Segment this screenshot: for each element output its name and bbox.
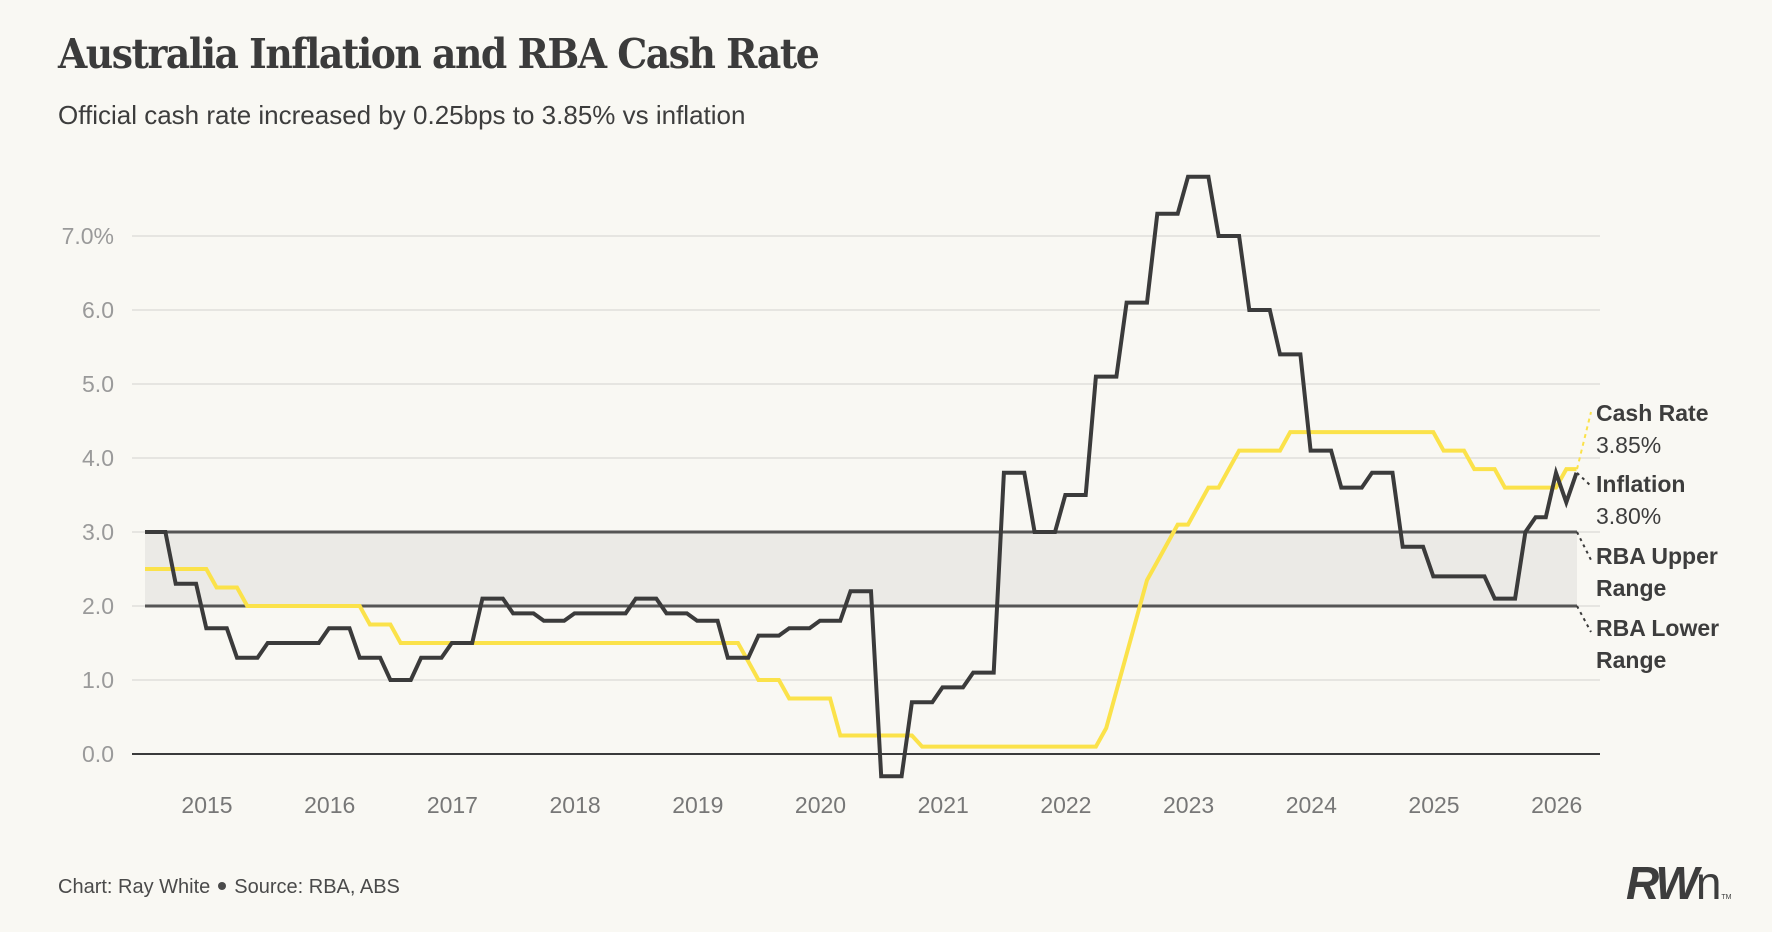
chart-credit: Chart: Ray White: [58, 876, 211, 898]
x-tick-label: 2017: [427, 792, 478, 818]
y-tick-label: 3.0: [82, 519, 114, 545]
inflation-leader: [1576, 472, 1592, 487]
x-tick-label: 2026: [1531, 792, 1582, 818]
footer-source: Chart: Ray White Source: RBA, ABS: [58, 876, 400, 899]
y-tick-label: 0.0: [82, 741, 114, 767]
x-tick-label: 2019: [672, 792, 723, 818]
cash-rate-line: [145, 430, 1577, 749]
label-cash-rate: Cash Rate 3.85%: [1596, 397, 1708, 461]
label-rba-lower: RBA Lower Range: [1596, 612, 1719, 676]
logo-n: n: [1695, 857, 1722, 909]
y-tick-label: 7.0%: [62, 223, 114, 249]
label-rba-upper-line1: RBA Upper: [1596, 543, 1718, 569]
label-inflation: Inflation 3.80%: [1596, 468, 1685, 532]
label-inflation-value: 3.80%: [1596, 503, 1662, 529]
label-rba-upper: RBA Upper Range: [1596, 540, 1718, 604]
logo-rw: RW: [1626, 857, 1699, 909]
cash-rate-leader: [1576, 411, 1592, 470]
bullet-separator: [218, 882, 227, 891]
label-rba-lower-line1: RBA Lower: [1596, 615, 1720, 641]
chart-subtitle: Official cash rate increased by 0.25bps …: [58, 100, 746, 130]
x-tick-label: 2016: [304, 792, 355, 818]
label-cash-rate-name: Cash Rate: [1596, 400, 1709, 426]
x-tick-label: 2020: [795, 792, 846, 818]
data-source: Source: RBA, ABS: [234, 876, 400, 898]
x-tick-label: 2023: [1163, 792, 1214, 818]
x-tick-label: 2015: [181, 792, 232, 818]
rba-lower-leader: [1576, 605, 1592, 633]
y-tick-label: 4.0: [82, 445, 114, 471]
x-tick-label: 2024: [1286, 792, 1337, 818]
y-tick-label: 1.0: [82, 667, 114, 693]
ray-white-logo: RWnTM: [1626, 856, 1732, 910]
x-tick-label: 2022: [1040, 792, 1091, 818]
label-rba-lower-line2: Range: [1596, 647, 1667, 673]
x-tick-label: 2025: [1408, 792, 1459, 818]
y-tick-label: 5.0: [82, 371, 114, 397]
label-inflation-name: Inflation: [1596, 471, 1686, 497]
x-tick-label: 2021: [918, 792, 969, 818]
rba-band-fill: [145, 532, 1577, 606]
x-tick-label: 2018: [550, 792, 601, 818]
series-lines: [145, 174, 1579, 779]
logo-trademark: TM: [1721, 894, 1732, 901]
label-leader-lines: [1576, 411, 1592, 633]
label-rba-upper-line2: Range: [1596, 575, 1667, 601]
y-axis-ticks: 0.0 1.0 2.0 3.0 4.0 5.0 6.0 7.0%: [62, 223, 114, 767]
y-tick-label: 6.0: [82, 297, 114, 323]
rba-upper-leader: [1576, 531, 1592, 561]
chart-title: Australia Inflation and RBA Cash Rate: [58, 30, 820, 78]
x-axis-ticks: 2015 2016 2017 2018 2019 2020 2021 2022 2023 2024…: [181, 792, 1582, 818]
rba-target-band: [145, 530, 1577, 608]
gridlines: [132, 235, 1600, 755]
y-tick-label: 2.0: [82, 593, 114, 619]
inflation-line: [145, 174, 1579, 779]
label-cash-rate-value: 3.85%: [1596, 432, 1662, 458]
